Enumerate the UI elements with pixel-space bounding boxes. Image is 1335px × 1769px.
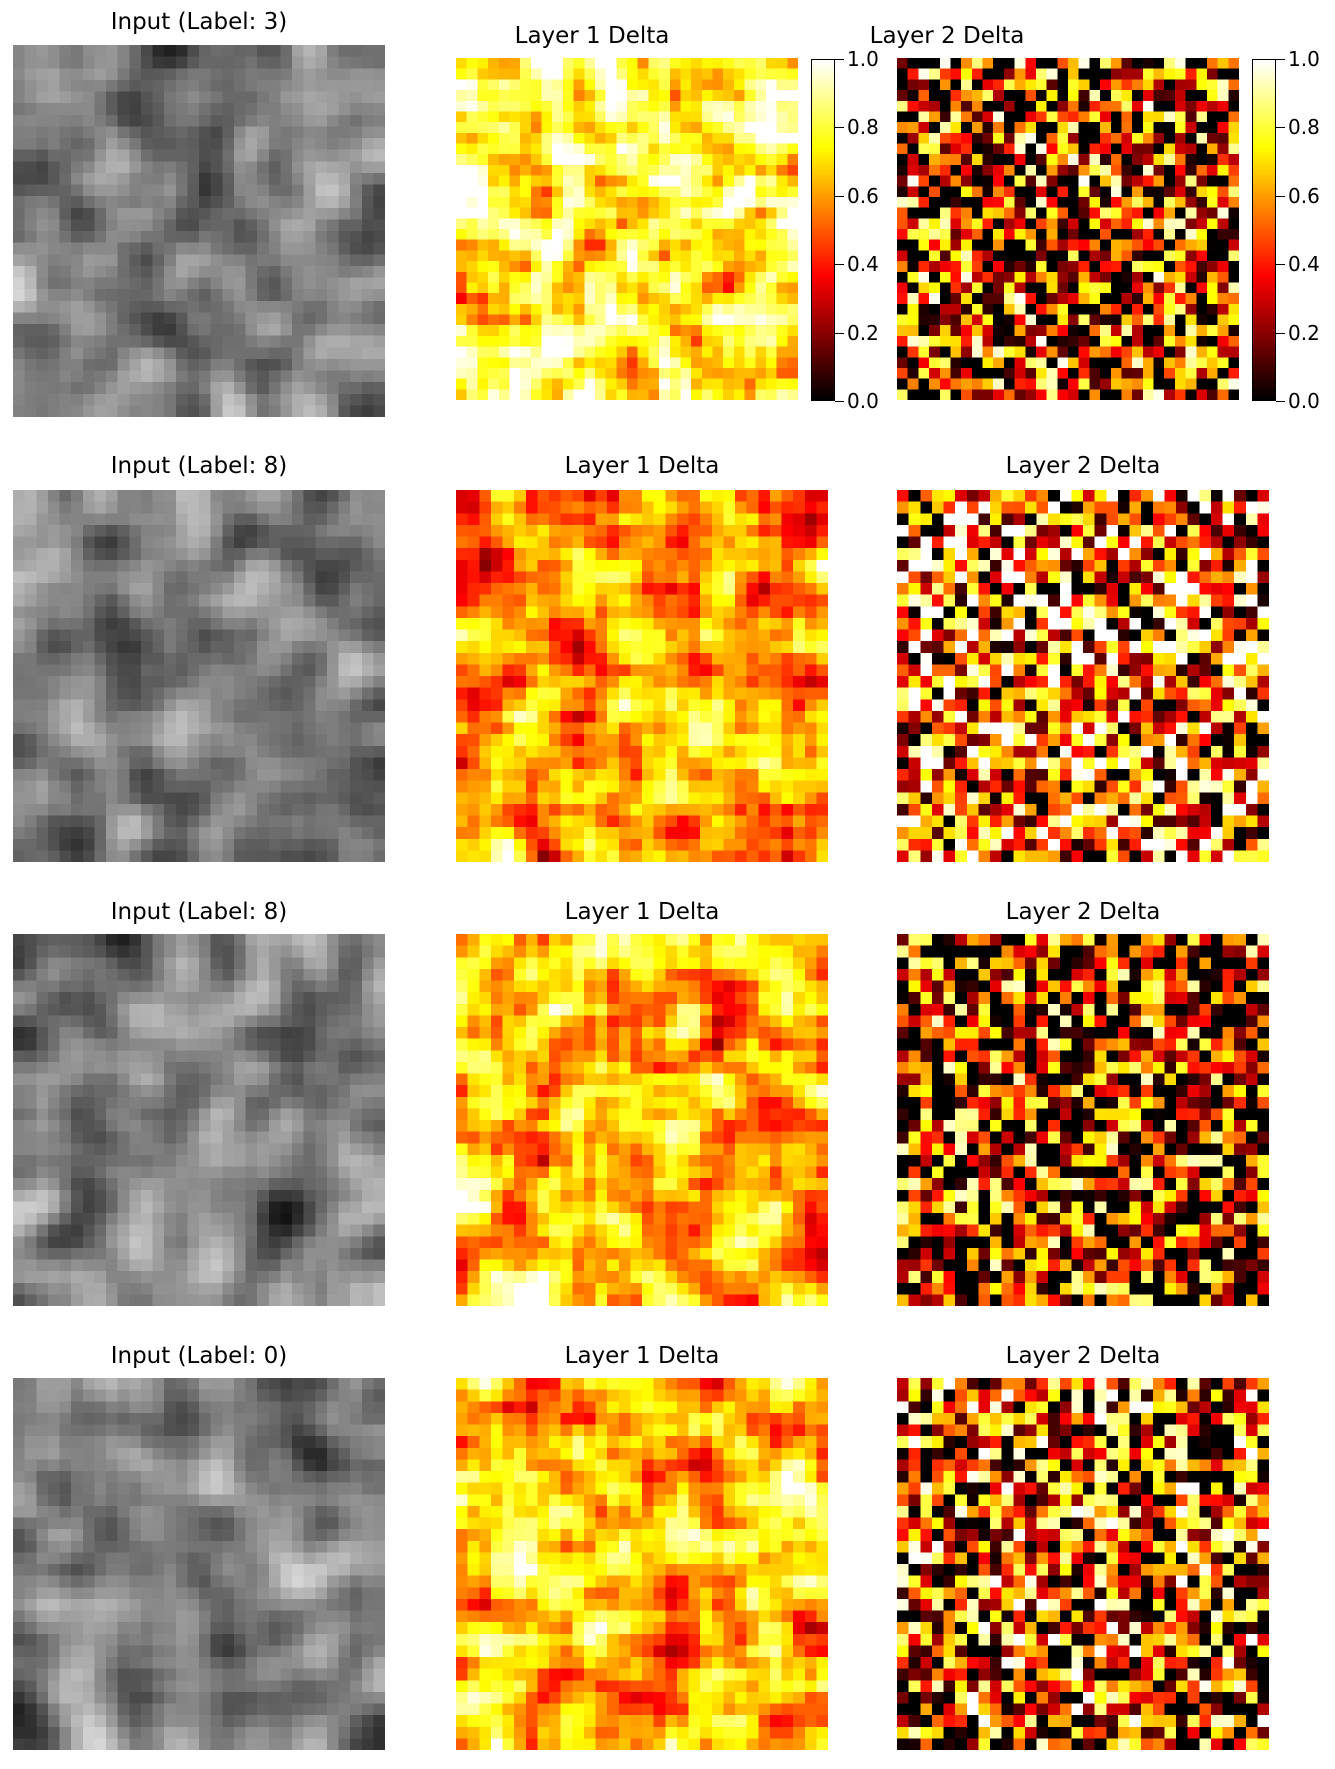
row3-input-image [13, 1378, 385, 1750]
colorbar-tick [835, 59, 844, 60]
colorbar-tick [835, 333, 844, 334]
row3-input-title: Input (Label: 0) [110, 1343, 288, 1369]
row3-layer1-title: Layer 1 Delta [564, 1343, 720, 1369]
row2-input-title: Input (Label: 8) [110, 899, 288, 925]
colorbar-tick-label: 0.8 [1288, 115, 1320, 139]
layer2-colorbar [1252, 59, 1276, 401]
row2-layer1-title: Layer 1 Delta [564, 899, 720, 925]
colorbar-tick [1276, 333, 1285, 334]
colorbar-tick [1276, 127, 1285, 128]
colorbar-tick-label: 1.0 [847, 47, 879, 71]
row0-layer2-title: Layer 2 Delta [869, 23, 1025, 49]
row3-layer2-heatmap [897, 1378, 1269, 1750]
colorbar-tick [835, 401, 844, 402]
row1-input-title: Input (Label: 8) [110, 453, 288, 479]
row1-layer1-title: Layer 1 Delta [564, 453, 720, 479]
colorbar-tick [835, 127, 844, 128]
colorbar-tick [835, 264, 844, 265]
row2-input-image [13, 934, 385, 1306]
row1-layer2-title: Layer 2 Delta [1005, 453, 1161, 479]
row0-input-image [13, 45, 385, 417]
colorbar-tick [1276, 264, 1285, 265]
colorbar-tick-label: 1.0 [1288, 47, 1320, 71]
row0-layer1-title: Layer 1 Delta [514, 23, 670, 49]
layer1-colorbar [811, 59, 835, 401]
colorbar-tick-label: 0.8 [847, 115, 879, 139]
colorbar-tick [835, 196, 844, 197]
row3-layer1-heatmap [456, 1378, 828, 1750]
row0-layer2-heatmap [897, 58, 1239, 400]
colorbar-tick [1276, 59, 1285, 60]
colorbar-tick-label: 0.4 [1288, 252, 1320, 276]
colorbar-tick-label: 0.0 [1288, 389, 1320, 413]
row2-layer2-heatmap [897, 934, 1269, 1306]
row2-layer1-heatmap [456, 934, 828, 1306]
row2-layer2-title: Layer 2 Delta [1005, 899, 1161, 925]
row0-layer1-heatmap [456, 58, 798, 400]
colorbar-tick-label: 0.0 [847, 389, 879, 413]
row1-layer1-heatmap [456, 490, 828, 862]
row1-layer2-heatmap [897, 490, 1269, 862]
colorbar-tick-label: 0.4 [847, 252, 879, 276]
colorbar-tick [1276, 401, 1285, 402]
colorbar-tick-label: 0.6 [1288, 184, 1320, 208]
row3-layer2-title: Layer 2 Delta [1005, 1343, 1161, 1369]
row1-input-image [13, 490, 385, 862]
colorbar-tick-label: 0.6 [847, 184, 879, 208]
colorbar-tick-label: 0.2 [1288, 321, 1320, 345]
colorbar-tick-label: 0.2 [847, 321, 879, 345]
colorbar-tick [1276, 196, 1285, 197]
row0-input-title: Input (Label: 3) [110, 9, 288, 35]
